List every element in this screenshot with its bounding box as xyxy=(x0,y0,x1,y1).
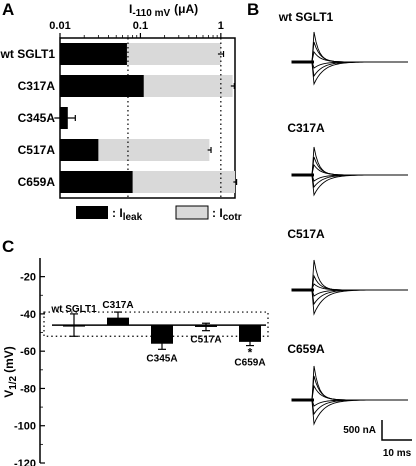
legend-swatch-cotr xyxy=(175,205,209,220)
trace-label-c659a: C659A xyxy=(287,342,325,356)
bar-cotr-4 xyxy=(132,171,235,193)
panel-c-chart: -20 -40 -60 -80 -100 -120 V1/2(mV) wt SGLT1 C3… xyxy=(2,258,269,466)
c-ytick-label-3: -80 xyxy=(20,383,36,395)
panel-label-c: C xyxy=(2,237,14,256)
current-trace xyxy=(291,375,408,402)
a-xtick-label-2: 1 xyxy=(218,20,224,32)
panel-label-b: B xyxy=(247,0,259,19)
scale-bar xyxy=(381,420,412,441)
panel-b-traces: wt SGLT1 C317A C517A C659A 500 nA 10 ms xyxy=(278,10,412,459)
trace-group-c659a xyxy=(291,365,408,426)
a-category-label-1: C317A xyxy=(18,79,56,93)
current-trace xyxy=(291,146,408,177)
panel-label-a: A xyxy=(2,0,14,19)
c-bar-2 xyxy=(151,325,173,344)
bar-leak-1 xyxy=(60,75,144,97)
a-xtick-label-1: 0.1 xyxy=(133,20,148,32)
c-category-label-2: C345A xyxy=(146,353,177,364)
current-trace xyxy=(291,398,408,426)
scale-current: 500 nA xyxy=(343,425,376,436)
legend-label-cotr: : Icotr xyxy=(212,206,242,223)
current-trace xyxy=(291,173,408,197)
c-ytick-label-1: -40 xyxy=(20,309,36,321)
current-trace xyxy=(291,259,408,292)
trace-group-c517a xyxy=(291,259,408,316)
a-category-label-0: wt SGLT1 xyxy=(0,47,55,61)
a-category-label-3: C517A xyxy=(18,143,56,157)
a-legend: : Ileak : Icotr xyxy=(76,205,242,223)
a-xtick-label-0: 0.01 xyxy=(49,20,70,32)
a-category-label-4: C659A xyxy=(18,175,56,189)
c-category-label-1: C317A xyxy=(102,300,133,311)
bar-cotr-3 xyxy=(98,139,210,161)
current-trace xyxy=(291,60,408,86)
bar-leak-4 xyxy=(60,171,133,193)
c-ytick-label-0: -20 xyxy=(20,272,36,284)
c-annotation-0: * xyxy=(248,346,253,360)
current-trace xyxy=(291,156,408,177)
current-trace xyxy=(291,365,408,402)
bar-leak-3 xyxy=(60,139,99,161)
current-trace xyxy=(291,41,408,64)
a-category-label-2: C345A xyxy=(18,111,56,125)
trace-group-c317a xyxy=(291,146,408,197)
c-bar-4 xyxy=(239,325,261,342)
legend-swatch-leak xyxy=(76,206,108,219)
trace-label-wt: wt SGLT1 xyxy=(278,10,334,24)
trace-group-wt xyxy=(291,31,408,86)
c-ytick-label-2: -60 xyxy=(20,346,36,358)
current-trace xyxy=(291,384,408,402)
scale-time: 10 ms xyxy=(383,448,412,459)
c-ytick-label-4: -100 xyxy=(14,421,36,433)
trace-label-c317a: C317A xyxy=(287,121,325,135)
bar-cotr-0 xyxy=(126,43,221,65)
c-ytick-label-5: -120 xyxy=(14,458,36,466)
c-category-label-3: C517A xyxy=(190,335,221,346)
c-category-label-0: wt SGLT1 xyxy=(50,304,97,315)
legend-label-leak: : Ileak xyxy=(112,206,143,223)
c-category-label-4: C659A xyxy=(234,358,265,369)
current-trace xyxy=(291,288,408,316)
trace-label-c517a: C517A xyxy=(287,227,325,241)
a-xlabel: I-110 mV (μA) xyxy=(129,2,198,19)
bar-leak-0 xyxy=(60,43,127,65)
c-ylabel: V1/2(mV) xyxy=(2,346,19,398)
panel-a-chart: I-110 mV (μA) 0.01 0.1 1 wt SGLT1 C317A C345A… xyxy=(0,2,242,223)
bar-cotr-1 xyxy=(143,75,233,97)
current-trace xyxy=(291,31,408,64)
